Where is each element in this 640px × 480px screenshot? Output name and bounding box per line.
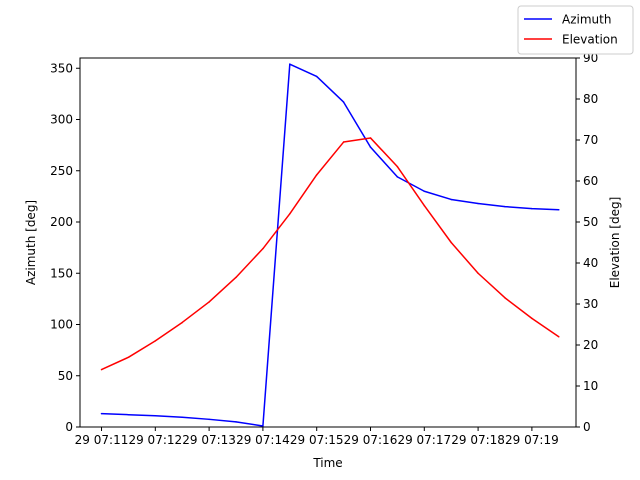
plot-frame	[79, 57, 577, 428]
data-point-elevation	[127, 356, 130, 359]
left-tick-label: 150	[50, 266, 73, 280]
data-point-elevation	[262, 247, 264, 250]
data-point-azimuth	[558, 208, 560, 211]
data-point-elevation	[477, 272, 479, 274]
x-tick-label: 29 07:13	[182, 433, 236, 447]
left-tick-label: 300	[50, 113, 73, 127]
data-point-elevation	[342, 141, 345, 143]
data-point-azimuth	[262, 425, 264, 427]
data-point-elevation	[423, 204, 426, 207]
series-layer	[100, 63, 560, 427]
data-point-elevation	[504, 297, 506, 299]
x-tick-label: 29 07:17	[397, 433, 451, 447]
legend: Azimuth Elevation	[517, 5, 634, 55]
right-tick-label: 80	[583, 92, 598, 106]
left-tick-label: 350	[50, 61, 73, 75]
legend-box	[517, 5, 634, 55]
data-point-elevation	[558, 336, 560, 338]
x-tick-label: 29 07:12	[128, 433, 182, 447]
right-tick-label: 0	[583, 420, 591, 434]
data-point-azimuth	[450, 198, 452, 201]
data-point-azimuth	[531, 207, 533, 210]
left-tick-label: 200	[50, 215, 73, 229]
data-point-azimuth	[369, 146, 372, 148]
data-point-azimuth	[100, 412, 103, 415]
right-tick-label: 30	[583, 297, 598, 311]
data-point-elevation	[235, 276, 237, 279]
left-tick-label: 250	[50, 164, 73, 178]
data-point-elevation	[531, 317, 533, 320]
data-point-azimuth	[154, 414, 157, 417]
right-tick-label: 40	[583, 256, 598, 270]
right-tick-label: 50	[583, 215, 598, 229]
x-tick-label: 29 07:11	[75, 433, 129, 447]
data-point-elevation	[369, 137, 372, 139]
x-axis-ticks: 29 07:11 29 07:12 29 07:13 29 07:14 29 07:15…	[75, 427, 559, 447]
left-tick-label: 50	[58, 369, 73, 383]
data-point-azimuth	[477, 202, 479, 205]
left-axis-label: Azimuth [deg]	[24, 200, 38, 285]
data-point-azimuth	[289, 63, 291, 65]
left-tick-label: 0	[65, 420, 73, 434]
right-tick-label: 10	[583, 379, 598, 393]
legend-label-azimuth: Azimuth	[562, 13, 611, 27]
data-point-azimuth	[396, 176, 399, 178]
x-tick-label: 29 07:15	[290, 433, 344, 447]
x-tick-label: 29 07:14	[236, 433, 290, 447]
right-tick-label: 20	[583, 338, 598, 352]
x-axis-label: Time	[312, 456, 342, 470]
data-point-elevation	[315, 174, 318, 176]
x-tick-label: 29 07:16	[344, 433, 398, 447]
data-point-azimuth	[504, 205, 506, 208]
data-point-azimuth	[342, 101, 345, 103]
data-point-elevation	[396, 165, 399, 168]
right-axis-label: Elevation [deg]	[608, 197, 622, 289]
left-axis-ticks: 0 50 100 150 200 250 300 350	[50, 61, 80, 434]
right-tick-label: 60	[583, 174, 598, 188]
right-tick-label: 70	[583, 133, 598, 147]
data-point-azimuth	[315, 75, 318, 78]
data-point-azimuth	[181, 416, 183, 419]
series-line-elevation	[101, 137, 560, 371]
x-tick-label: 29 07:19	[505, 433, 559, 447]
series-line-azimuth	[101, 63, 559, 427]
data-point-azimuth	[235, 421, 237, 423]
data-point-azimuth	[423, 190, 426, 192]
data-point-elevation	[450, 241, 452, 244]
left-tick-label: 100	[50, 318, 73, 332]
data-point-elevation	[208, 301, 210, 303]
data-point-azimuth	[208, 418, 210, 421]
legend-label-elevation: Elevation	[562, 33, 618, 47]
data-point-elevation	[181, 321, 183, 324]
data-point-elevation	[100, 368, 103, 371]
data-point-azimuth	[127, 413, 130, 416]
data-point-elevation	[154, 340, 157, 342]
data-point-elevation	[289, 213, 291, 215]
x-tick-label: 29 07:18	[451, 433, 505, 447]
